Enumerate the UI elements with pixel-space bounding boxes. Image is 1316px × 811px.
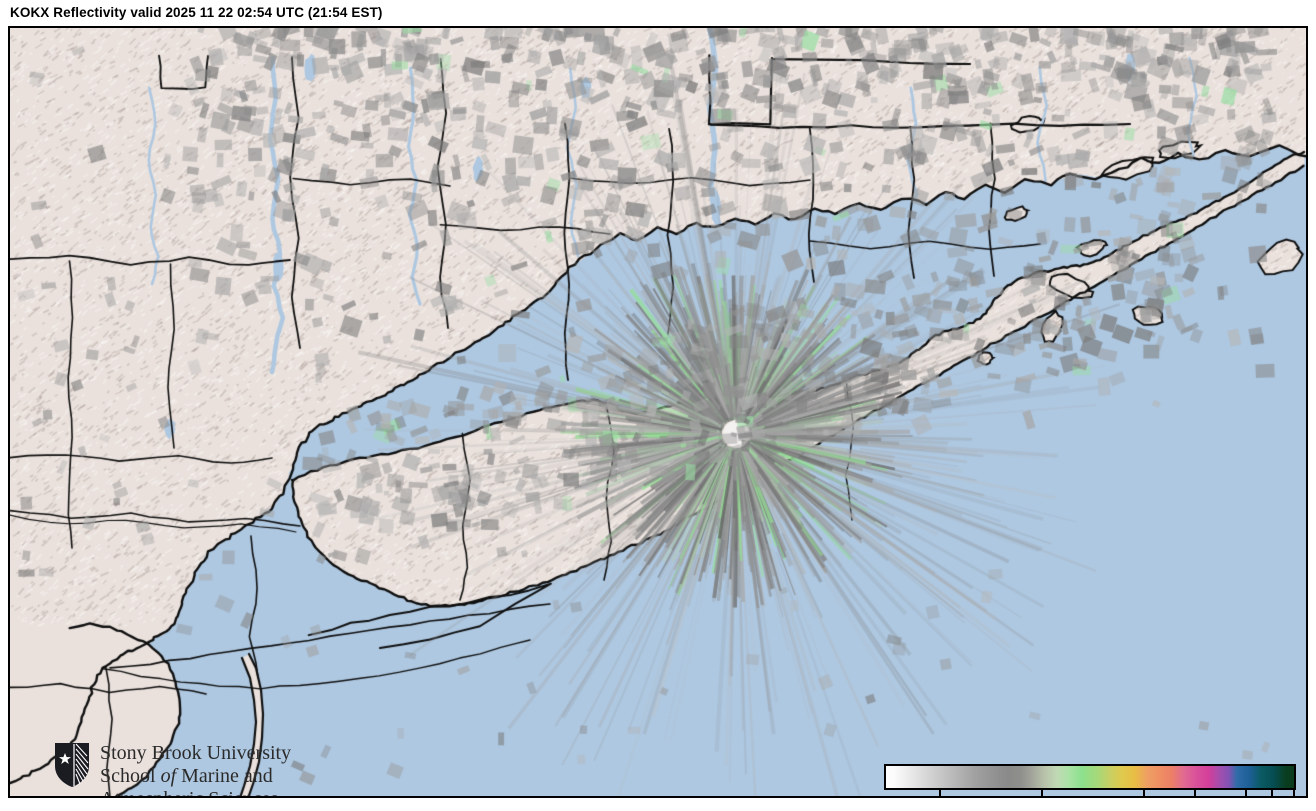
reflectivity-colorbar: 0 20 40 50 60 70 80 (884, 764, 1296, 796)
colorbar-tick-80 (1293, 790, 1295, 796)
page-title: KOKX Reflectivity valid 2025 11 22 02:54… (10, 5, 383, 20)
stony-brook-logo: Stony Brook University School of Marine … (54, 742, 314, 796)
logo-line-2a: School (100, 765, 161, 788)
colorbar-tick-70 (1271, 790, 1273, 796)
map-frame[interactable]: 0 20 40 50 60 70 80 Stony Bro (8, 26, 1308, 798)
colorbar-tick-60 (1245, 790, 1247, 796)
logo-line-2c: Marine and (176, 765, 273, 788)
colorbar-tick-40 (1143, 790, 1145, 796)
radar-map-canvas[interactable] (10, 28, 1306, 796)
logo-line-2b: of (160, 765, 177, 788)
logo-line-3: Atmospheric Sciences (100, 788, 350, 796)
colorbar-tick-0 (939, 790, 941, 796)
shield-icon (55, 743, 89, 787)
colorbar-tick-50 (1194, 790, 1196, 796)
logo-text: Stony Brook University School of Marine … (100, 742, 350, 796)
colorbar-gradient (884, 764, 1296, 790)
colorbar-tick-20 (1041, 790, 1043, 796)
logo-line-2: School of Marine and (100, 765, 350, 788)
logo-line-1: Stony Brook University (100, 742, 292, 764)
